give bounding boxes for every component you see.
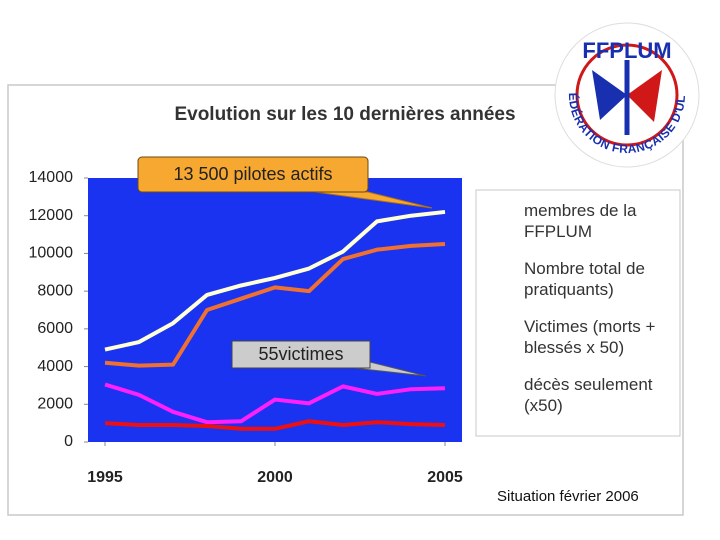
x-tick-label: 1995 bbox=[87, 469, 123, 486]
series-line bbox=[104, 382, 446, 425]
callout-box bbox=[137, 156, 369, 193]
y-tick-label: 6000 bbox=[37, 320, 73, 337]
annotation: 55victimes bbox=[258, 344, 343, 364]
y-tick-label: 8000 bbox=[37, 282, 73, 299]
y-tick-label: 0 bbox=[64, 433, 73, 450]
y-tick-label: 14000 bbox=[29, 169, 74, 186]
x-tick-label: 2000 bbox=[257, 469, 293, 486]
logo-wing bbox=[627, 70, 662, 122]
legend-label: Victimes (morts + blessés x 50) bbox=[524, 317, 656, 357]
y-tick-label: 2000 bbox=[37, 396, 73, 413]
series-line bbox=[104, 419, 446, 431]
logo-title: FFPLUM bbox=[582, 38, 671, 63]
chart-title: Evolution sur les 10 dernières années bbox=[174, 104, 515, 125]
annotation: 13 500 pilotes actifs bbox=[173, 164, 332, 184]
legend-label: membres de la FFPLUM bbox=[524, 201, 637, 241]
callout-box bbox=[231, 340, 371, 369]
y-tick-label: 10000 bbox=[29, 245, 74, 262]
series-line bbox=[104, 209, 446, 352]
logo-wing bbox=[592, 70, 627, 120]
series-line bbox=[104, 242, 446, 368]
legend-label: décès seulement (x50) bbox=[524, 375, 653, 415]
x-tick-label: 2005 bbox=[427, 469, 463, 486]
legend-box bbox=[475, 189, 681, 437]
y-tick-label: 12000 bbox=[29, 207, 74, 224]
y-tick-label: 4000 bbox=[37, 358, 73, 375]
legend-label: Nombre total de pratiquants) bbox=[524, 259, 645, 299]
footer: Situation février 2006 bbox=[497, 488, 639, 505]
